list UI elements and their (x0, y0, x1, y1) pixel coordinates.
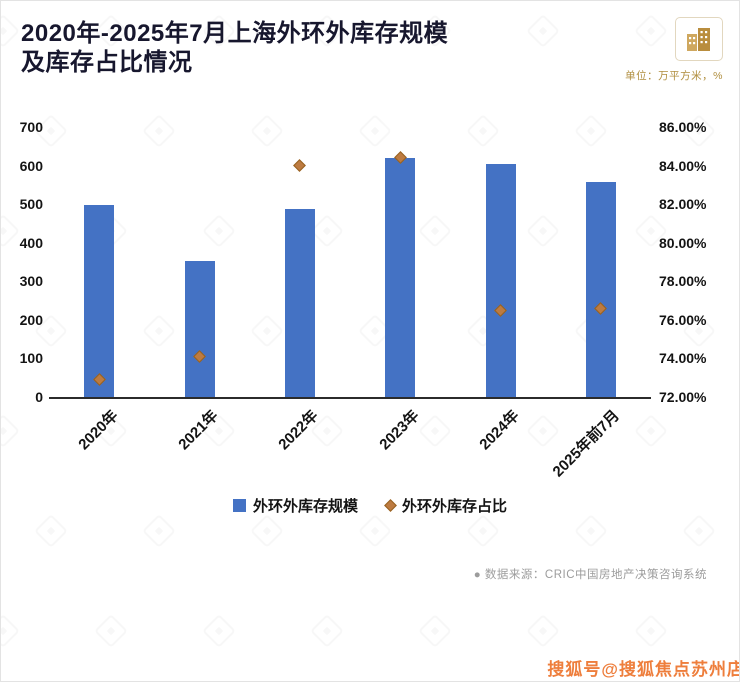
y-tick-label: 82.00% (659, 196, 707, 213)
y-axis-left: 700 600 500 400 300 200 100 0 (5, 119, 49, 405)
y-tick-label: 200 (19, 311, 43, 328)
y-tick-label: 400 (19, 234, 43, 251)
legend-item: 外环外库存规模 (232, 495, 358, 516)
faint-logo-watermark-icon (682, 514, 716, 548)
building-logo-icon (675, 17, 723, 61)
y-tick-label: 80.00% (659, 234, 707, 251)
y-tick-label: 500 (19, 196, 43, 213)
title-line-1: 2020年-2025年7月上海外环外库存规模 (21, 20, 449, 47)
y-tick-label: 72.00% (659, 389, 707, 405)
header: 2020年-2025年7月上海外环外库存规模 及库存占比情况 (1, 1, 739, 127)
faint-logo-watermark-icon (418, 614, 452, 648)
y-tick-label: 600 (19, 157, 43, 174)
bar-2023年 (385, 157, 416, 397)
y-tick-label: 100 (19, 350, 43, 367)
x-tick-label: 2023年 (376, 407, 423, 454)
legend-label: 外环外库存占比 (402, 498, 508, 515)
bar-2021年 (184, 261, 215, 397)
y-tick-label: 700 (19, 119, 43, 135)
bar-2020年 (84, 205, 115, 397)
faint-logo-watermark-icon (1, 614, 20, 648)
building-icon (687, 28, 710, 51)
title-line-2: 及库存占比情况 (21, 49, 193, 77)
y-tick-label: 74.00% (659, 350, 707, 367)
plot-wrapper: 2020年 2021年 2022年 2023年 2024年 2025年前7月 (49, 127, 651, 493)
legend-item: 外环外库存占比 (384, 495, 508, 516)
bar-2025年前7月 (585, 181, 616, 397)
y-tick-label: 76.00% (659, 311, 707, 328)
sohu-account-watermark: 搜狐号@搜狐焦点苏州店 (547, 660, 740, 679)
faint-logo-watermark-icon (94, 614, 128, 648)
faint-logo-watermark-icon (574, 514, 608, 548)
square-marker-icon (232, 499, 246, 512)
faint-logo-watermark-icon (34, 514, 68, 548)
x-tick-label: 2024年 (476, 407, 523, 454)
legend: 外环外库存规模 外环外库存占比 (1, 495, 739, 516)
scatter-point-2022年 (293, 159, 307, 172)
faint-logo-watermark-icon (526, 614, 560, 648)
y-tick-label: 78.00% (659, 273, 707, 290)
faint-logo-watermark-icon (310, 614, 344, 648)
y-tick-label: 0 (35, 389, 43, 405)
page-title: 2020年-2025年7月上海外环外库存规模 及库存占比情况 (21, 19, 719, 78)
diamond-marker-icon (384, 499, 397, 512)
faint-logo-watermark-icon (202, 614, 236, 648)
x-tick-label: 2020年 (75, 407, 122, 454)
x-tick-label: 2025年前7月 (549, 407, 623, 481)
x-tick-label: 2022年 (275, 407, 322, 454)
faint-logo-watermark-icon (142, 514, 176, 548)
bar-2024年 (485, 164, 516, 397)
faint-logo-watermark-icon (466, 514, 500, 548)
x-tick-label: 2021年 (175, 407, 222, 454)
faint-logo-watermark-icon (358, 514, 392, 548)
faint-logo-watermark-icon (250, 514, 284, 548)
y-axis-right: 86.00% 84.00% 82.00% 80.00% 78.00% 76.00% 74.0… (651, 119, 731, 405)
bar-2022年 (284, 208, 315, 397)
y-tick-label: 84.00% (659, 157, 707, 174)
x-axis-labels: 2020年 2021年 2022年 2023年 2024年 2025年前7月 (49, 399, 651, 493)
faint-logo-watermark-icon (634, 614, 668, 648)
brand-block: 单位：万平方米，% (625, 17, 723, 83)
unit-note: 单位：万平方米，% (625, 70, 723, 82)
y-tick-label: 86.00% (659, 119, 707, 135)
data-source-note: ● 数据来源：CRIC中国房地产决策咨询系统 (473, 569, 707, 581)
chart-area: 700 600 500 400 300 200 100 0 2020年 2021年 2022年 20… (1, 119, 739, 493)
y-tick-label: 300 (19, 273, 43, 290)
plot-area (49, 127, 651, 399)
legend-label: 外环外库存规模 (252, 498, 358, 515)
